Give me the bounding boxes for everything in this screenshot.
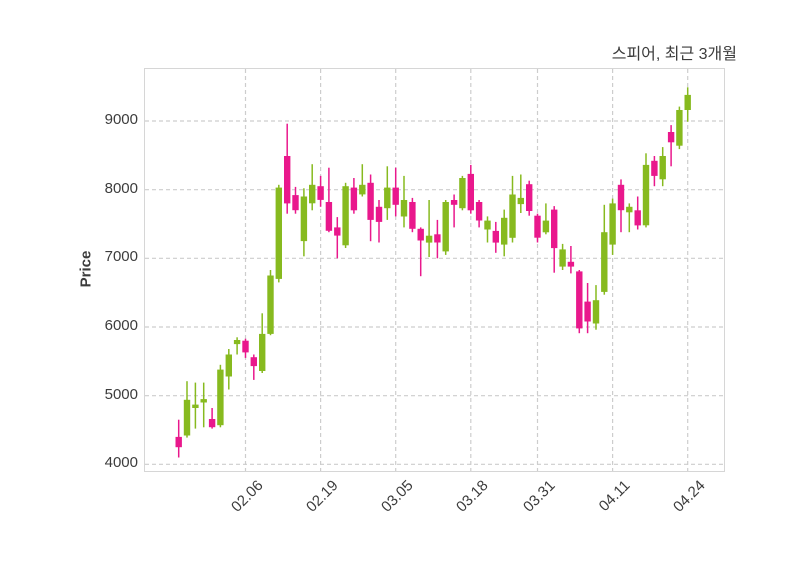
candle-body xyxy=(217,369,224,426)
x-tick-label: 04.24 xyxy=(670,477,709,516)
candle-body xyxy=(350,187,358,211)
candle-body xyxy=(434,234,441,243)
candle-body xyxy=(259,333,266,371)
candle-body xyxy=(517,197,524,205)
y-tick-label: 4000 xyxy=(104,454,138,472)
candle-body xyxy=(317,186,324,200)
candle-body xyxy=(626,206,633,213)
candle-body xyxy=(242,340,249,353)
candle-body xyxy=(225,354,232,377)
candle-body xyxy=(200,399,207,403)
candle-body xyxy=(509,194,516,238)
candle-body xyxy=(300,196,308,242)
candlestick-svg xyxy=(145,69,724,471)
candle-body xyxy=(192,404,199,408)
candle-body xyxy=(676,110,683,146)
candle-body xyxy=(309,184,316,204)
candle-body xyxy=(551,209,558,249)
y-tick-label: 6000 xyxy=(104,317,138,334)
candle-body xyxy=(208,419,216,428)
candle-body xyxy=(467,173,474,211)
candle-body xyxy=(334,227,341,236)
x-tick-label: 02.06 xyxy=(227,477,267,516)
y-tick-label: 5000 xyxy=(104,385,138,403)
candle-body xyxy=(267,275,274,334)
candle-body xyxy=(526,184,533,211)
candle-body xyxy=(609,203,616,245)
candle-body xyxy=(542,220,550,233)
candle-body xyxy=(584,301,591,322)
candle-body xyxy=(342,186,349,246)
candle-body xyxy=(325,202,333,231)
candle-body xyxy=(459,178,466,209)
x-tick-label: 04.11 xyxy=(595,477,634,515)
candle-body xyxy=(367,182,374,220)
candle-body xyxy=(442,202,449,252)
candle-body xyxy=(425,235,433,243)
candle-body xyxy=(284,156,291,204)
y-axis-title: Price xyxy=(77,250,95,288)
chart-title: 스피어, 최근 3개월 xyxy=(611,46,737,63)
candle-body xyxy=(576,271,583,329)
candle-body xyxy=(484,220,491,230)
candle-body xyxy=(684,94,691,110)
candle-body xyxy=(617,184,625,211)
candle-body xyxy=(667,132,675,143)
candle-body xyxy=(651,160,658,176)
candle-body xyxy=(375,206,383,222)
candle-body xyxy=(417,228,424,241)
x-tick-label: 03.31 xyxy=(519,477,559,516)
candle-body xyxy=(642,164,650,226)
candle-body xyxy=(567,261,575,267)
candle-body xyxy=(634,210,641,226)
candle-body xyxy=(275,187,282,279)
candle-body xyxy=(175,436,182,448)
candle-body xyxy=(359,184,366,195)
y-tick-label: 7000 xyxy=(104,248,138,266)
candle-body xyxy=(384,187,391,209)
candle-body xyxy=(292,195,299,211)
candle-body xyxy=(409,202,416,229)
x-tick-label: 03.18 xyxy=(453,477,492,516)
plot-area xyxy=(144,68,725,472)
candle-body xyxy=(183,399,191,436)
candle-body xyxy=(233,340,241,345)
candle-body xyxy=(392,187,399,205)
candle-body xyxy=(501,217,508,245)
y-tick-label: 9000 xyxy=(104,111,138,128)
y-tick-label: 8000 xyxy=(104,179,138,197)
candle-body xyxy=(559,249,566,267)
candle-body xyxy=(450,200,458,205)
candle-body xyxy=(492,230,499,243)
candle-body xyxy=(400,200,408,217)
candle-body xyxy=(250,357,257,367)
candle-body xyxy=(534,215,541,238)
candle-body xyxy=(659,156,666,180)
candle-body xyxy=(601,232,608,292)
x-tick-label: 03.05 xyxy=(378,477,417,516)
candle-body xyxy=(475,202,483,221)
candle-body xyxy=(592,300,600,324)
x-tick-label: 02.19 xyxy=(303,477,342,516)
